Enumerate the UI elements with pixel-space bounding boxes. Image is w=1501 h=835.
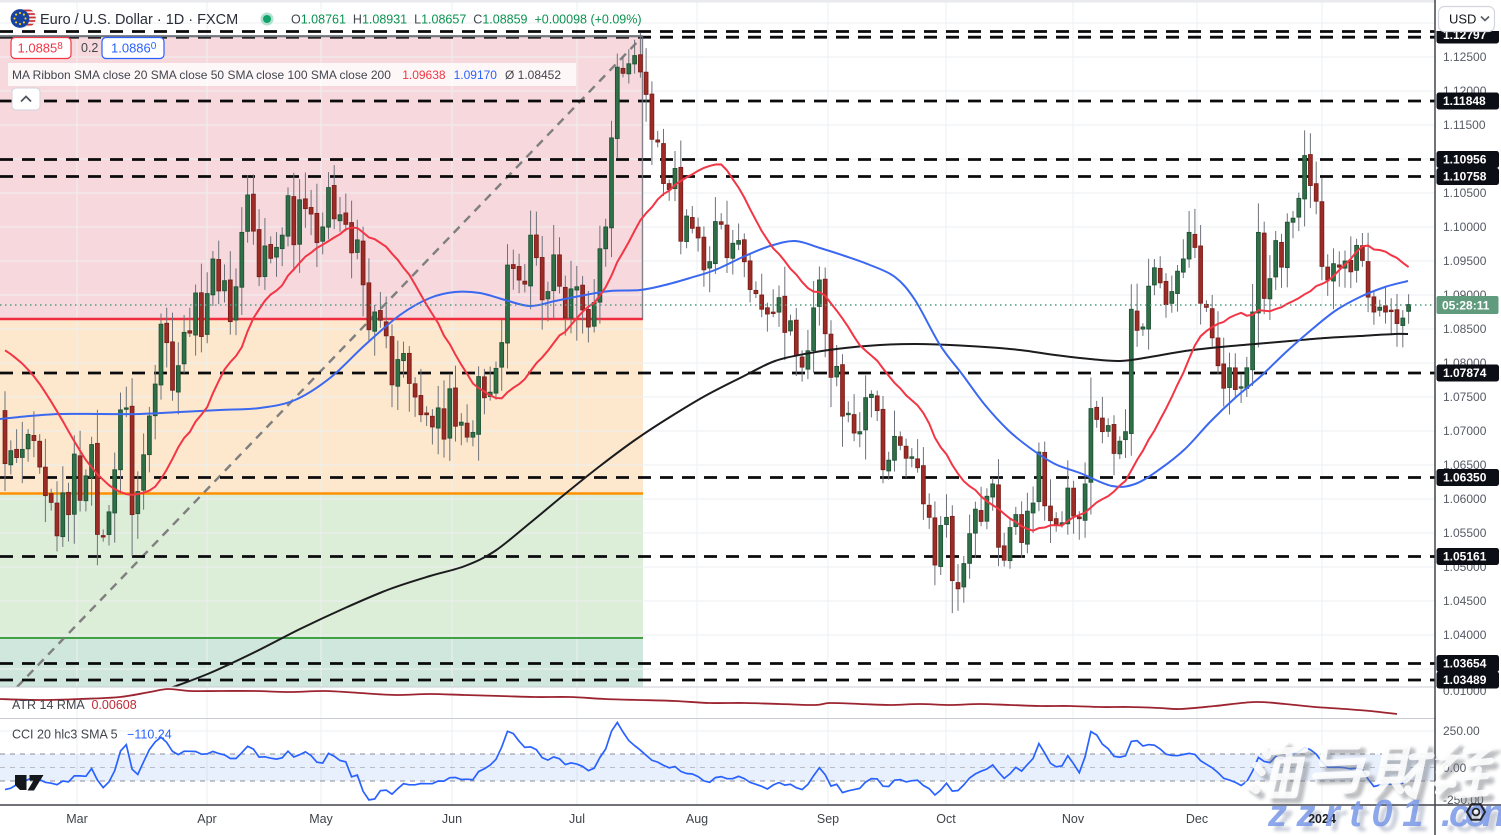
svg-text:1.03489: 1.03489 xyxy=(1443,673,1487,687)
svg-text:1.05161: 1.05161 xyxy=(1443,550,1487,564)
svg-text:Aug: Aug xyxy=(686,812,708,826)
svg-text:ATR 14 RMA 0.00608: ATR 14 RMA 0.00608 xyxy=(12,698,137,712)
svg-text:1.10000: 1.10000 xyxy=(1443,220,1487,234)
svg-text:May: May xyxy=(309,812,333,826)
svg-text:1.10758: 1.10758 xyxy=(1443,170,1487,184)
svg-text:Apr: Apr xyxy=(197,812,216,826)
svg-text:zzrt01: zzrt01 xyxy=(1267,793,1433,835)
svg-text:1.11848: 1.11848 xyxy=(1443,94,1486,108)
svg-text:1.11500: 1.11500 xyxy=(1443,118,1486,132)
svg-text:1.04500: 1.04500 xyxy=(1443,594,1487,608)
svg-text:1.05500: 1.05500 xyxy=(1443,526,1487,540)
svg-text:n: n xyxy=(1482,793,1501,835)
svg-text:Jul: Jul xyxy=(569,812,585,826)
svg-text:CCI 20 hlc3 SMA 5 −110.24: CCI 20 hlc3 SMA 5 −110.24 xyxy=(12,728,172,742)
svg-text:Nov: Nov xyxy=(1062,812,1085,826)
svg-text:MA Ribbon SMA close 20 SMA clo: MA Ribbon SMA close 20 SMA close 50 SMA … xyxy=(12,68,561,82)
svg-text:1.10956: 1.10956 xyxy=(1443,153,1487,167)
svg-text:c: c xyxy=(1449,793,1470,835)
svg-text:05:28:11: 05:28:11 xyxy=(1442,299,1490,313)
svg-text:n: n xyxy=(1488,798,1501,835)
svg-text:Mar: Mar xyxy=(66,812,88,826)
svg-text:.: . xyxy=(1447,798,1458,835)
svg-text:1.07500: 1.07500 xyxy=(1443,390,1487,404)
svg-text:Euro / U.S. Dollar · 1D · FXCM: Euro / U.S. Dollar · 1D · FXCM xyxy=(40,12,238,28)
svg-text:1.04000: 1.04000 xyxy=(1443,628,1487,642)
svg-text:USD: USD xyxy=(1449,12,1476,27)
svg-text:1.12500: 1.12500 xyxy=(1443,50,1487,64)
svg-text:Dec: Dec xyxy=(1186,812,1208,826)
svg-text:1.10500: 1.10500 xyxy=(1443,186,1487,200)
svg-text:1.06500: 1.06500 xyxy=(1443,458,1487,472)
svg-text:Jun: Jun xyxy=(442,812,462,826)
svg-text:2024: 2024 xyxy=(1308,812,1336,826)
svg-text:0.2: 0.2 xyxy=(81,41,98,55)
svg-text:1.06000: 1.06000 xyxy=(1443,492,1487,506)
svg-text:1.03654: 1.03654 xyxy=(1443,657,1487,671)
svg-text:1.07874: 1.07874 xyxy=(1443,366,1487,380)
svg-text:Sep: Sep xyxy=(817,812,839,826)
svg-text:1.08858: 1.08858 xyxy=(18,41,64,56)
svg-text:1.08860: 1.08860 xyxy=(111,41,157,56)
svg-text:1.08500: 1.08500 xyxy=(1443,322,1487,336)
svg-text:1.07000: 1.07000 xyxy=(1443,424,1487,438)
svg-text:zzrt01: zzrt01 xyxy=(1273,798,1439,835)
svg-text:.: . xyxy=(1441,793,1452,835)
svg-text:1.09500: 1.09500 xyxy=(1443,254,1487,268)
svg-text:250.00: 250.00 xyxy=(1443,724,1480,738)
svg-text:Oct: Oct xyxy=(936,812,956,826)
svg-text:1.06350: 1.06350 xyxy=(1443,471,1487,485)
